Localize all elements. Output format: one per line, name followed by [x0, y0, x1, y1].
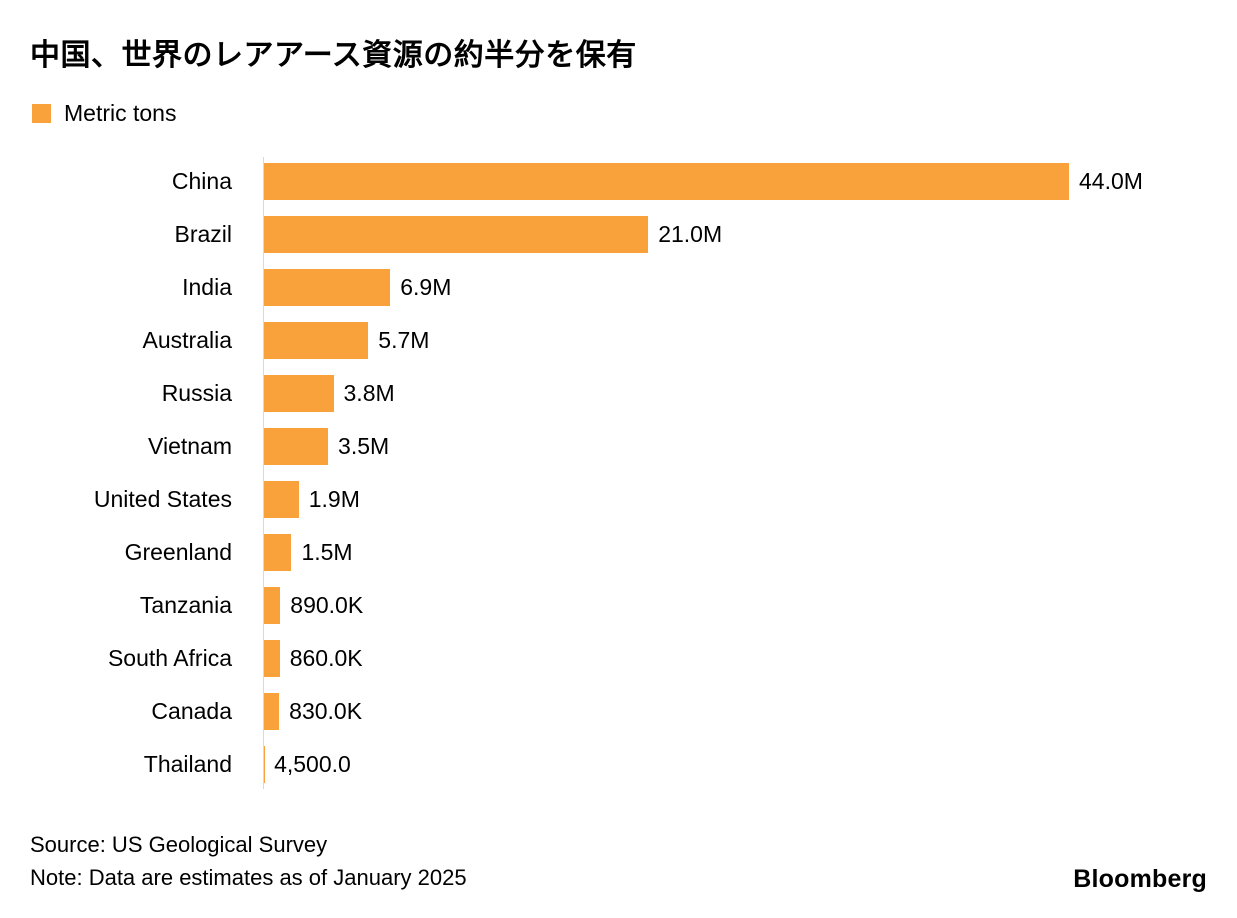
- bar-chart: China 44.0M Brazil 21.0M India 6.9M Australia 5…: [30, 155, 1207, 791]
- bar-row: Vietnam 3.5M: [30, 420, 1207, 473]
- legend: Metric tons: [32, 100, 1207, 127]
- value-label: 830.0K: [289, 698, 363, 724]
- value-label: 5.7M: [378, 327, 430, 353]
- note-text: Note: Data are estimates as of January 2…: [30, 865, 467, 890]
- value-label: 1.5M: [301, 539, 353, 565]
- bar: [264, 534, 292, 571]
- category-label: Vietnam: [148, 433, 232, 459]
- category-label: China: [171, 168, 232, 194]
- bar-row: Thailand 4,500.0: [30, 738, 1207, 791]
- value-label: 4,500.0: [274, 751, 351, 777]
- category-label: Australia: [142, 327, 232, 353]
- value-label: 3.8M: [343, 380, 395, 406]
- bar-row: Australia 5.7M: [30, 314, 1207, 367]
- bar-row: South Africa 860.0K: [30, 632, 1207, 685]
- category-label: United States: [93, 486, 232, 512]
- bar-row: China 44.0M: [30, 155, 1207, 208]
- value-label: 890.0K: [290, 592, 364, 618]
- bar: [264, 216, 649, 253]
- category-label: Canada: [151, 698, 232, 724]
- value-label: 860.0K: [289, 645, 363, 671]
- legend-label: Metric tons: [64, 100, 177, 126]
- bar-track: 890.0K: [264, 579, 1207, 632]
- bar-track: 5.7M: [264, 314, 1207, 367]
- category-label: Brazil: [174, 221, 232, 247]
- bar-row: Greenland 1.5M: [30, 526, 1207, 579]
- bar-row: India 6.9M: [30, 261, 1207, 314]
- source-text: Source: US Geological Survey: [30, 832, 328, 857]
- bar-track: 3.5M: [264, 420, 1207, 473]
- bar: [264, 693, 280, 730]
- bar: [264, 269, 391, 306]
- bar: [264, 428, 329, 465]
- value-label: 6.9M: [400, 274, 452, 300]
- category-label: Thailand: [143, 751, 232, 777]
- category-label: Russia: [161, 380, 232, 406]
- bar-track: 21.0M: [264, 208, 1207, 261]
- bar: [264, 640, 280, 677]
- category-label: Greenland: [124, 539, 232, 565]
- bar: [264, 375, 334, 412]
- bar-row: Canada 830.0K: [30, 685, 1207, 738]
- bar-track: 44.0M: [264, 155, 1207, 208]
- legend-swatch-icon: [32, 104, 51, 123]
- bar: [264, 481, 299, 518]
- bar-row: United States 1.9M: [30, 473, 1207, 526]
- bar: [264, 163, 1069, 200]
- bar-track: 6.9M: [264, 261, 1207, 314]
- chart-title: 中国、世界のレアアース資源の約半分を保有: [30, 39, 637, 72]
- value-label: 1.9M: [308, 486, 360, 512]
- bar-track: 3.8M: [264, 367, 1207, 420]
- bar-track: 4,500.0: [264, 738, 1207, 791]
- bar-track: 1.9M: [264, 473, 1207, 526]
- bar-row: Brazil 21.0M: [30, 208, 1207, 261]
- bar: [264, 322, 369, 359]
- bar-track: 1.5M: [264, 526, 1207, 579]
- category-label: Tanzania: [139, 592, 232, 618]
- bar-row: Russia 3.8M: [30, 367, 1207, 420]
- spacer: [30, 791, 1207, 818]
- value-label: 3.5M: [338, 433, 390, 459]
- bar-track: 830.0K: [264, 685, 1207, 738]
- category-label: South Africa: [107, 645, 232, 671]
- bloomberg-logo: Bloomberg: [1073, 865, 1207, 893]
- bar-track: 860.0K: [264, 632, 1207, 685]
- value-label: 21.0M: [658, 221, 723, 247]
- chart-footer: Source: US Geological Survey Note: Data …: [30, 828, 1207, 894]
- bar-row: Tanzania 890.0K: [30, 579, 1207, 632]
- category-label: India: [182, 274, 232, 300]
- bar: [264, 587, 281, 624]
- source-note-block: Source: US Geological Survey Note: Data …: [30, 828, 467, 894]
- value-label: 44.0M: [1079, 168, 1143, 194]
